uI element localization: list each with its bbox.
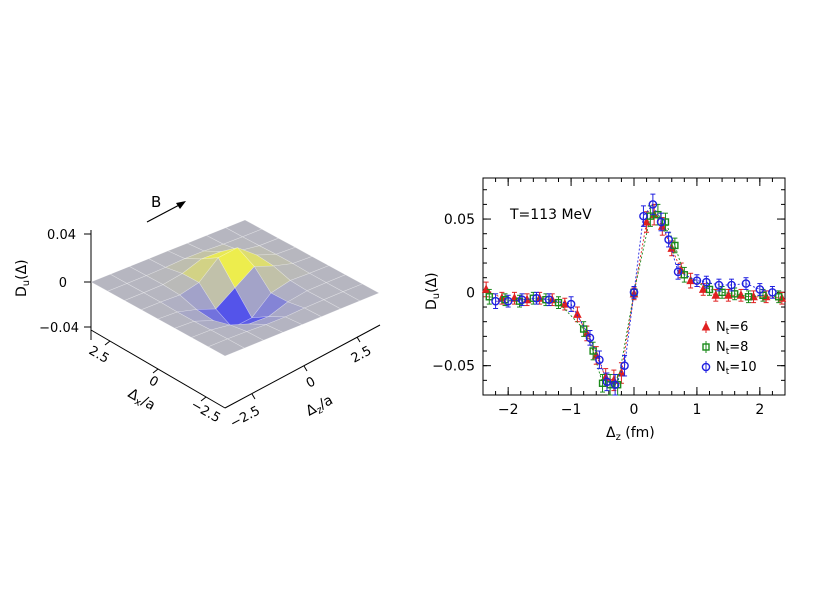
data-point: [698, 284, 708, 293]
data-point: [629, 288, 639, 297]
x-tick: [104, 340, 111, 346]
x-tick-label: 0: [630, 402, 639, 418]
x-tick-label: −1: [561, 402, 582, 418]
x-tick: [200, 396, 207, 402]
legend-entry-nt8: Nt=8: [702, 340, 748, 357]
x-tick-label: −2: [498, 402, 519, 418]
data-point: [656, 217, 666, 227]
svg-text:Nt=6: Nt=6: [716, 320, 748, 337]
data-point: [602, 377, 612, 387]
svg-text:Nt=10: Nt=10: [716, 360, 757, 377]
data-point: [673, 267, 683, 277]
plot-xlabel: Δz (fm): [606, 425, 655, 443]
surface-facet: [226, 331, 265, 349]
legend: Nt=6 Nt=8 Nt=10: [701, 320, 757, 377]
legend-marker: [701, 321, 711, 333]
data-point: [701, 362, 711, 372]
data-point: [701, 321, 711, 331]
surface-facet: [207, 338, 245, 357]
data-point: [661, 218, 670, 226]
x-tick: [152, 368, 159, 374]
data-point: [517, 295, 527, 304]
plot-marks: [481, 193, 787, 396]
data-point: [724, 290, 733, 299]
data-point: [727, 280, 736, 290]
data-point: [680, 271, 689, 279]
y-tick-label: 0: [466, 285, 475, 301]
data-point: [702, 277, 711, 287]
data-point: [544, 295, 554, 304]
data-point: [711, 290, 721, 299]
z-axis-label: Du(Δ): [14, 259, 32, 297]
field-arrow: [146, 202, 184, 223]
data-point: [560, 298, 570, 308]
plot-ticks: −2 −1 0 1 2 −0.05 0 0.05: [432, 178, 786, 418]
data-point: [755, 285, 765, 294]
surface-mesh: [90, 219, 380, 357]
data-point: [702, 343, 710, 351]
svg-text:Du(Δ): Du(Δ): [424, 272, 442, 310]
data-point: [532, 293, 541, 303]
data-point: [642, 216, 651, 226]
svg-text:Nt=8: Nt=8: [716, 340, 748, 357]
legend-marker: [701, 361, 711, 373]
data-point: [620, 361, 629, 370]
zin-axis-line: [224, 324, 381, 409]
legend-entry-nt6: Nt=6: [701, 320, 748, 337]
data-point: [741, 279, 751, 288]
legend-marker: [702, 341, 710, 353]
data-point: [648, 200, 658, 209]
data-point: [566, 299, 576, 309]
y-tick-label: 0.05: [444, 212, 475, 228]
plot-annotation: T=113 MeV: [509, 207, 592, 223]
data-point: [639, 211, 648, 221]
data-point: [744, 293, 753, 301]
data-point: [671, 241, 679, 250]
zin-tick: [303, 365, 308, 372]
data-point: [730, 290, 739, 298]
data-point: [595, 355, 604, 365]
data-point: [503, 296, 513, 306]
data-point: [610, 380, 620, 390]
z-tick-label: −0.04: [39, 321, 79, 336]
data-point: [485, 293, 493, 301]
zin-tick: [356, 336, 361, 343]
data-point: [598, 379, 607, 387]
field-arrow-head: [176, 201, 186, 209]
x-tick-label: 1: [692, 402, 701, 418]
z-tick-label: 0: [59, 276, 67, 291]
data-point: [705, 285, 714, 294]
x-tick-label: 2: [755, 402, 764, 418]
svg-text:Du(Δ): Du(Δ): [14, 259, 32, 297]
data-point: [573, 309, 582, 318]
zin-tick: [251, 393, 256, 400]
legend-entry-nt10: Nt=10: [701, 360, 757, 377]
data-point: [491, 296, 500, 306]
data-point: [768, 288, 777, 297]
data-point: [686, 275, 695, 285]
z-tick-label: 0.04: [47, 228, 76, 243]
data-point: [718, 288, 726, 297]
data-point: [775, 293, 783, 301]
surface-facet: [284, 307, 323, 325]
data-point: [585, 333, 595, 343]
surface-facet: [265, 316, 303, 333]
y-tick-label: −0.05: [432, 359, 475, 375]
data-point: [554, 298, 563, 307]
series-line: [495, 203, 773, 386]
data-point: [664, 235, 673, 244]
data-point: [692, 276, 702, 285]
plot-ylabel: Du(Δ): [424, 272, 442, 310]
field-arrow-label: B: [151, 193, 161, 211]
data-point: [714, 280, 724, 290]
